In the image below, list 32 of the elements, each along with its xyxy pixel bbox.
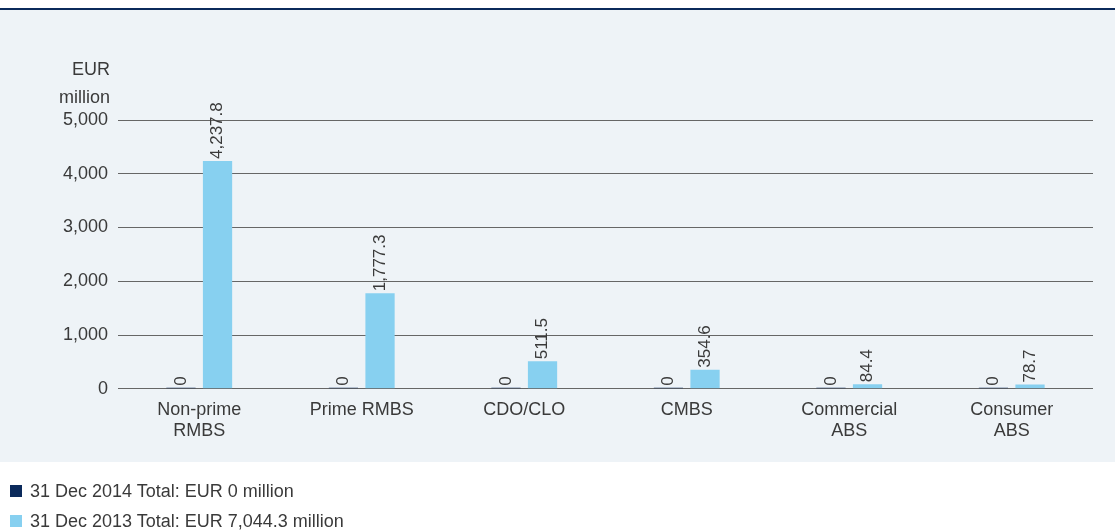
bar: [690, 369, 720, 389]
y-tick-label: 4,000: [62, 162, 108, 183]
y-tick-label: 0: [97, 377, 108, 398]
x-tick-label: Prime RMBS: [309, 398, 414, 419]
bar: [527, 361, 558, 389]
y-tick-label: 3,000: [62, 216, 108, 237]
bar: [202, 160, 233, 389]
x-tick-label: CDO/CLO: [483, 398, 566, 419]
data-label: 0: [495, 376, 515, 386]
y-tick-label: 2,000: [62, 270, 108, 291]
bar: [365, 293, 395, 389]
x-tick-label: Non-prime RMBS: [157, 398, 242, 441]
data-label: 0: [658, 376, 678, 386]
data-label: 354.6: [694, 325, 714, 368]
legend-label: 31 Dec 2013 Total: EUR 7,044.3 million: [30, 510, 344, 531]
data-label: 0: [983, 376, 1003, 386]
data-label: 4,237.8: [207, 102, 227, 159]
bar: [852, 384, 883, 389]
y-tick-label: 1,000: [62, 324, 108, 345]
data-label: 0: [820, 376, 840, 386]
x-tick-label: Consumer ABS: [970, 398, 1054, 441]
x-tick-label: Commercial ABS: [801, 398, 898, 441]
data-label: 0: [170, 376, 190, 386]
data-label: 1,777.3: [369, 234, 389, 292]
data-label: 84.4: [857, 349, 877, 383]
y-axis-title: EUR million: [58, 58, 110, 107]
data-label: 78.7: [1019, 349, 1039, 383]
y-tick-label: 5,000: [62, 108, 108, 129]
x-tick-label: CMBS: [660, 398, 713, 419]
legend-label: 31 Dec 2014 Total: EUR 0 million: [30, 480, 294, 502]
data-label: 511.5: [532, 318, 552, 360]
data-label: 0: [333, 376, 353, 386]
